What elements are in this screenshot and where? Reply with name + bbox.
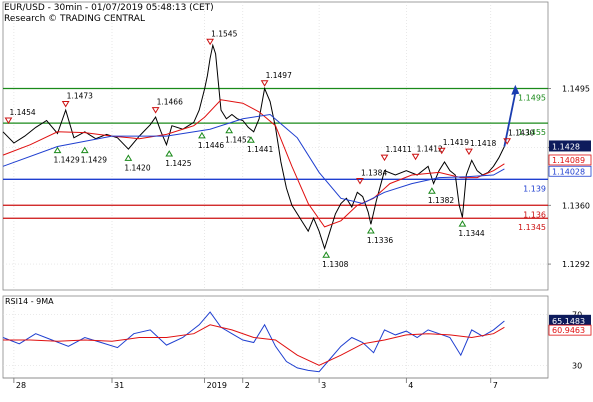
swing-low-marker — [165, 150, 174, 157]
price-tick-label: 1.1360 — [562, 201, 590, 210]
date-tick-label: 7 — [493, 381, 498, 390]
swing-high-marker — [437, 147, 446, 155]
date-tick-label: 31 — [114, 381, 124, 390]
swing-high-label: 1.1418 — [470, 139, 496, 148]
swing-high-label: 1.1545 — [211, 29, 237, 38]
swing-low-label: 1.1429 — [81, 156, 107, 165]
swing-low-label: 1.1452 — [225, 136, 251, 145]
swing-high-label: 1.1430 — [508, 129, 534, 138]
date-tick-label: 2019 — [207, 381, 227, 390]
swing-low-label: 1.1446 — [198, 141, 224, 150]
swing-high-marker — [260, 80, 269, 87]
rsi-value-label: 65.1483 — [552, 317, 585, 326]
swing-low-label: 1.1344 — [458, 229, 484, 238]
swing-low-marker — [458, 220, 467, 227]
series-line-ma_slow — [2, 113, 505, 205]
swing-low-marker — [366, 227, 375, 234]
swing-low-marker — [247, 136, 255, 143]
level-label-1.136: 1.136 — [523, 210, 546, 219]
swing-high-label: 1.1497 — [266, 71, 292, 80]
chart-subtitle: Research © TRADING CENTRAL — [4, 14, 145, 24]
swing-low-marker — [428, 187, 436, 194]
date-tick-label: 2 — [245, 381, 250, 390]
swing-high-marker — [503, 138, 512, 145]
swing-high-marker — [206, 38, 214, 46]
swing-low-marker — [80, 146, 89, 154]
swing-low-label: 1.1336 — [367, 236, 393, 245]
swing-high-marker — [465, 148, 473, 156]
swing-high-label: 1.1454 — [9, 108, 35, 117]
price-tick-label: 1.1292 — [562, 260, 590, 269]
swing-low-label: 1.1420 — [124, 163, 150, 172]
ma-value-label: 1.14089 — [552, 156, 585, 165]
rsi-line-rsi_ma — [3, 324, 505, 366]
date-tick-label: 4 — [408, 381, 413, 390]
swing-high-marker — [356, 178, 364, 185]
swing-high-label: 1.1411 — [386, 145, 412, 154]
chart-title: EUR/USD - 30min - 01/07/2019 05:48:13 (C… — [4, 3, 214, 13]
main-panel-frame — [2, 1, 549, 291]
swing-low-marker — [225, 126, 234, 134]
swing-low-marker — [124, 154, 133, 161]
level-label-1.1345: 1.1345 — [518, 223, 546, 232]
rsi-title: RSI14 - 9MA — [5, 297, 54, 306]
price-tick-label: 1.1495 — [562, 85, 590, 94]
swing-low-label: 1.1308 — [322, 260, 348, 269]
swing-high-marker — [411, 153, 420, 161]
swing-high-marker — [380, 154, 389, 162]
ma-value-label: 1.14028 — [552, 167, 585, 176]
swing-high-label: 1.1419 — [443, 138, 469, 147]
swing-low-label: 1.1441 — [247, 145, 273, 154]
level-label-1.1495: 1.1495 — [518, 94, 546, 103]
date-tick-label: 28 — [16, 381, 26, 390]
rsi-tick-label: 30 — [572, 361, 582, 370]
rsi-ma-value-label: 60.9463 — [552, 326, 585, 335]
rsi-line-rsi — [2, 311, 505, 373]
projection-arrow-head — [511, 84, 520, 95]
swing-low-label: 1.1429 — [54, 156, 80, 165]
swing-high-marker — [4, 117, 13, 124]
current-price-label: 1.1428 — [552, 142, 580, 151]
rsi-ma-value-box — [548, 324, 592, 336]
ma-value-box — [548, 165, 592, 177]
swing-low-marker — [53, 146, 62, 154]
swing-low-label: 1.1425 — [165, 159, 191, 168]
ma-value-box — [548, 154, 592, 166]
series-line-price — [2, 43, 505, 251]
swing-high-marker — [61, 101, 70, 108]
swing-high-label: 1.1473 — [67, 92, 93, 101]
level-label-1.139: 1.139 — [523, 184, 546, 193]
swing-low-marker — [322, 251, 331, 258]
rsi-value-box — [549, 314, 591, 326]
current-price-box — [549, 140, 591, 152]
swing-low-label: 1.1382 — [428, 196, 454, 205]
swing-low-marker — [198, 131, 206, 139]
swing-high-label: 1.1384 — [361, 169, 387, 178]
projection-arrow-shaft — [503, 92, 517, 147]
swing-high-label: 1.1412 — [417, 144, 443, 153]
level-label-1.1455: 1.1455 — [518, 128, 546, 137]
swing-high-marker — [151, 107, 160, 114]
date-tick-label: 3 — [321, 381, 326, 390]
swing-high-label: 1.1466 — [157, 98, 183, 107]
